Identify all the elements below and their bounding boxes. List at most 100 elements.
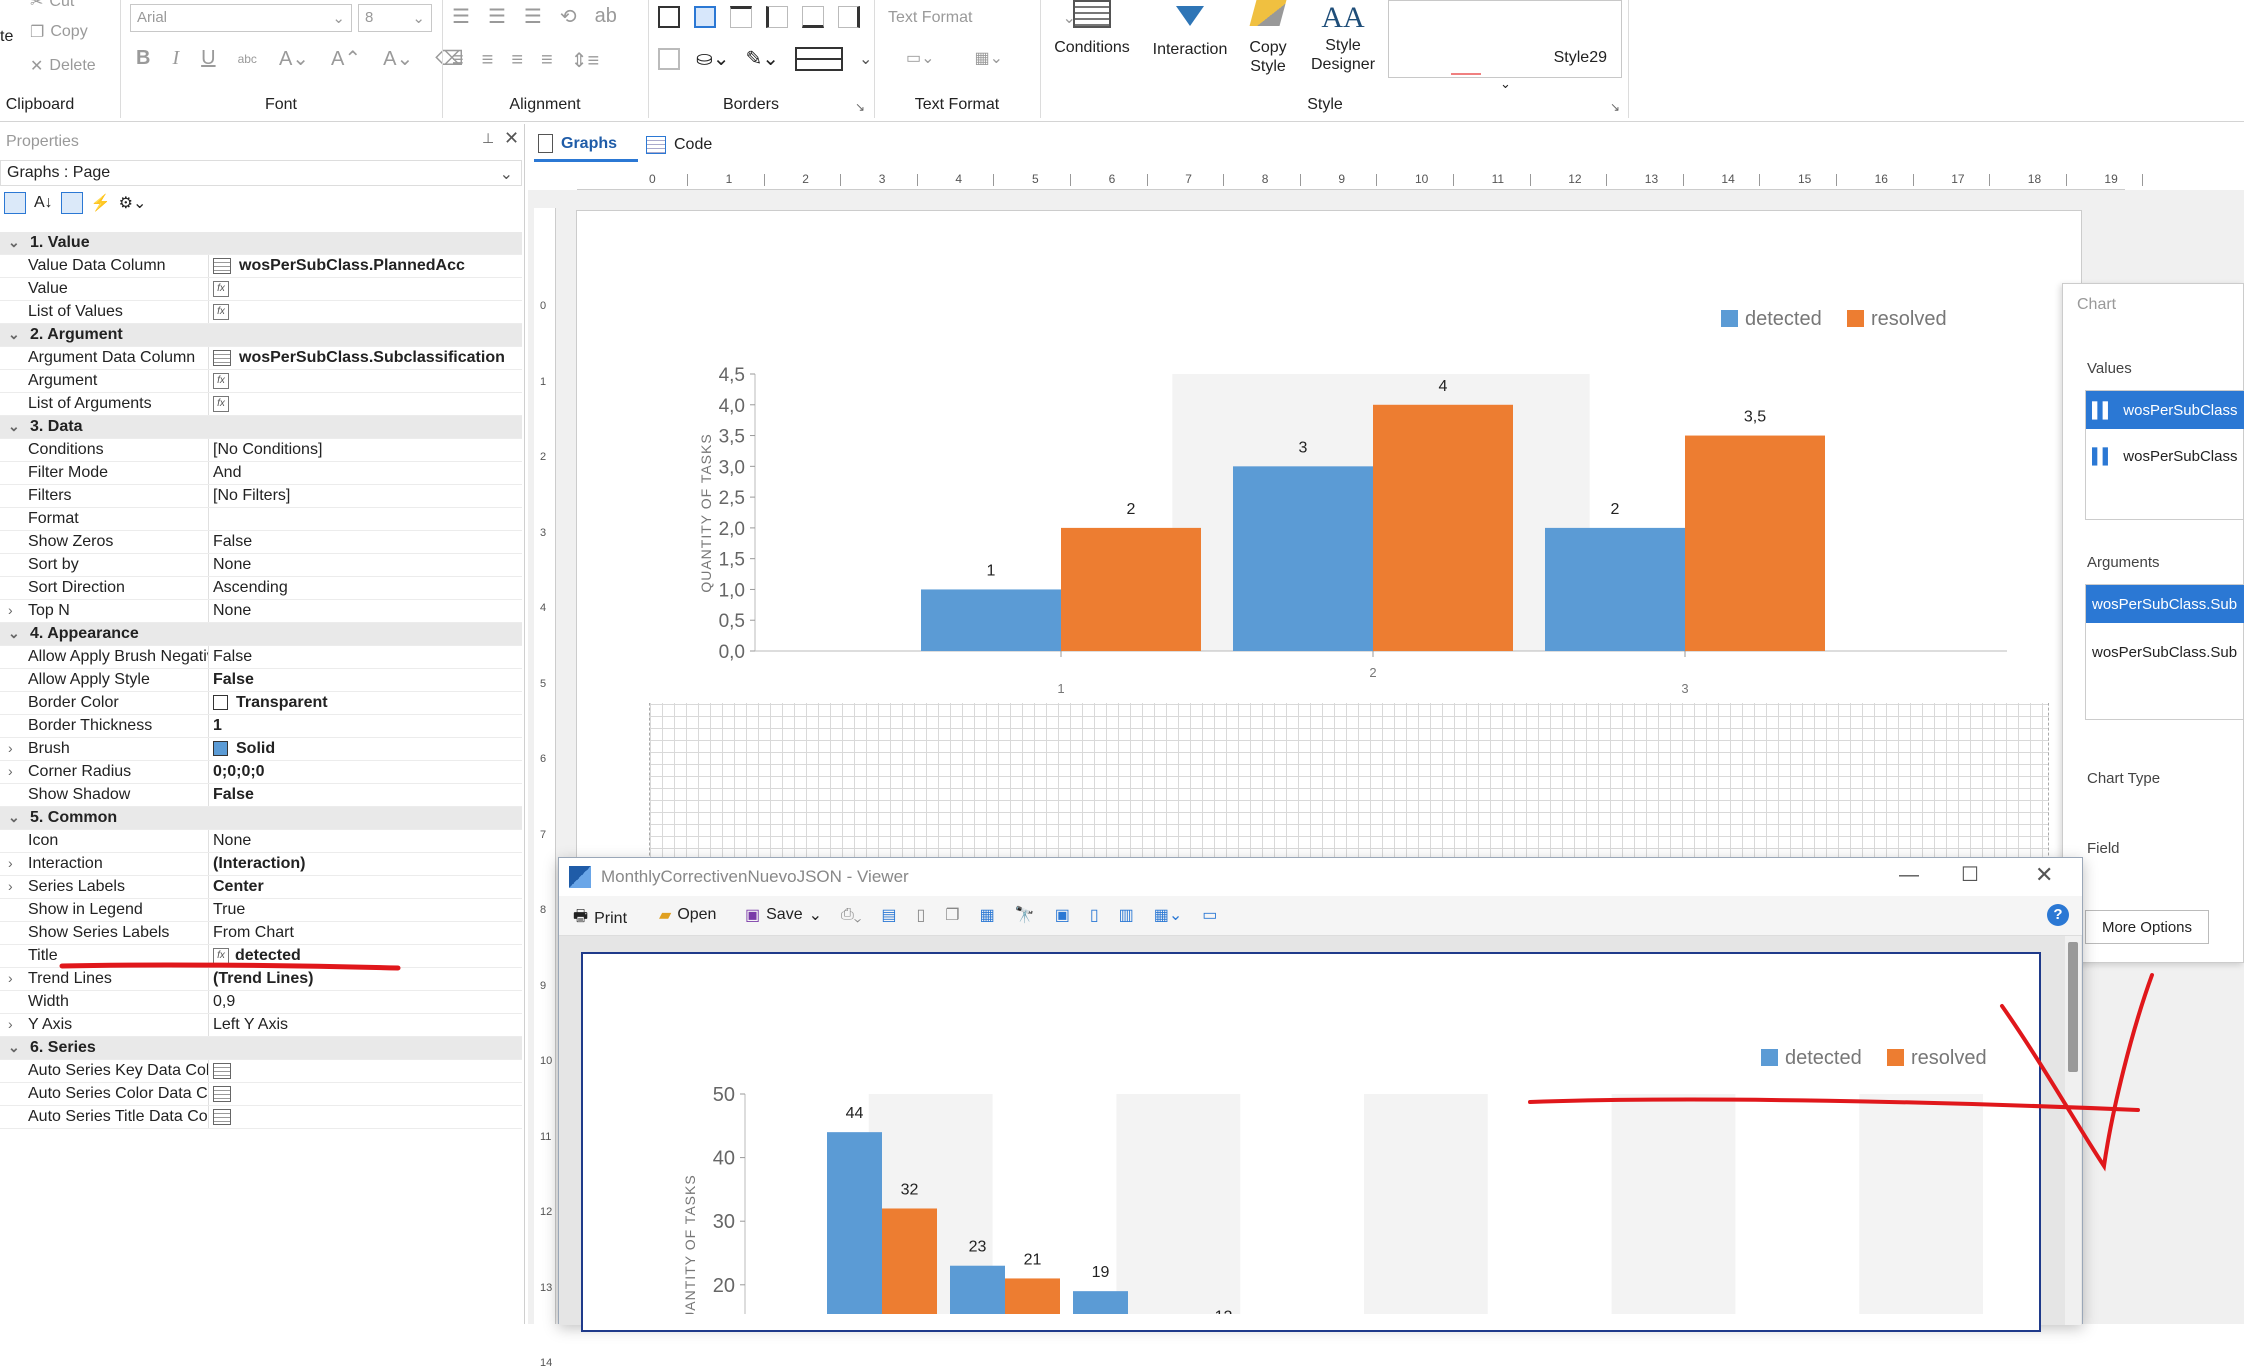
border-style-icon[interactable] [795,46,844,71]
property-value[interactable]: None [213,556,251,574]
two-pages-icon[interactable]: ▥ [1118,907,1134,924]
border-left-icon[interactable] [766,6,788,28]
single-page-icon[interactable]: ▯ [1089,907,1099,924]
open-button[interactable]: ▰ Open [659,906,717,924]
categorized-icon[interactable] [4,192,26,214]
property-row[interactable]: Sort Direction Ascending [0,577,522,600]
property-value[interactable]: [No Filters] [213,487,290,505]
expand-chevron-icon[interactable]: › [8,763,13,779]
property-value[interactable]: None [213,832,251,850]
property-row[interactable]: List of Values fx [0,301,522,324]
property-row[interactable]: Width 0,9 [0,991,522,1014]
multiple-pages-icon[interactable]: ▦⌄ [1153,907,1183,924]
events-icon[interactable]: ⚡ [90,195,111,212]
property-row[interactable]: › Top N None [0,600,522,623]
arguments-list-item[interactable]: wosPerSubClass.Sub [2086,585,2244,623]
property-value[interactable]: And [213,464,241,482]
property-row[interactable]: Border Thickness 1 [0,715,522,738]
expand-chevron-icon[interactable]: › [8,855,13,871]
wrap-text-icon[interactable]: ab [594,5,617,27]
window-close-icon[interactable]: ✕ [2035,862,2054,887]
property-row[interactable]: Show Zeros False [0,531,522,554]
shrink-font-button[interactable]: A⌄ [383,48,414,70]
property-row[interactable]: Show in Legend True [0,899,522,922]
viewer-scrollbar[interactable] [2065,936,2081,1325]
find-icon[interactable]: 🔭 [1014,907,1035,924]
maximize-icon[interactable]: ☐ [1961,864,1979,886]
property-row[interactable]: List of Arguments fx [0,393,522,416]
property-value[interactable]: False [213,533,252,551]
paste-button[interactable]: te [0,28,14,45]
property-value[interactable]: fx [213,303,235,321]
interaction-button[interactable]: Interaction [1146,0,1234,59]
bookmarks-icon[interactable]: ▤ [881,907,897,924]
font-color-button[interactable]: A⌄ [278,48,310,70]
collapse-chevron-icon[interactable]: ⌄ [8,326,20,342]
collapse-chevron-icon[interactable]: ⌄ [8,625,20,641]
property-row[interactable]: Border Color Transparent [0,692,522,715]
conditions-button[interactable]: Conditions [1050,0,1134,57]
collapse-chevron-icon[interactable]: ⌄ [8,1039,20,1055]
justify-icon[interactable]: ≡ [541,49,553,71]
collapse-chevron-icon[interactable]: ⌄ [8,234,20,250]
grow-font-button[interactable]: A⌃ [331,48,362,70]
property-category[interactable]: ⌄ 1. Value [0,232,522,255]
property-value[interactable]: Center [213,878,264,896]
fill-color-icon[interactable]: ⛀⌄ [696,48,730,70]
print-button[interactable]: 🖶 Print [573,905,627,932]
close-panel-icon[interactable]: ✕ [504,128,520,148]
property-row[interactable]: Value fx [0,278,522,301]
arguments-list-item[interactable]: wosPerSubClass.Sub [2092,643,2238,661]
border-color-icon[interactable]: ✎⌄ [745,48,780,70]
property-value[interactable]: From Chart [213,924,294,942]
property-value[interactable]: fx [213,372,235,390]
align-top-icon[interactable]: ☰ [452,6,470,28]
expand-chevron-icon[interactable]: › [8,602,13,618]
format-date-icon[interactable]: ▦⌄ [974,50,1004,67]
font-family-select[interactable]: Arial ⌄ [130,4,352,32]
collapse-chevron-icon[interactable]: ⌄ [8,809,20,825]
align-center-icon[interactable]: ≡ [481,49,494,71]
pin-icon[interactable]: ⊥ [482,130,495,146]
align-middle-icon[interactable]: ☰ [487,6,506,28]
editor-icon[interactable]: ▦ [979,907,995,924]
border-shadow-icon[interactable] [658,47,680,70]
property-category[interactable]: ⌄ 3. Data [0,416,522,439]
full-screen-icon[interactable]: ▣ [1054,907,1070,924]
style-gallery[interactable]: Style29 [1388,0,1622,78]
bold-button[interactable]: B [136,47,151,69]
property-value[interactable]: True [213,901,245,919]
property-row[interactable]: › Brush Solid [0,738,522,761]
property-value[interactable]: 1 [213,717,222,735]
border-all-icon[interactable] [658,6,680,28]
property-value[interactable]: fx [213,280,235,298]
page-setup-icon[interactable]: ▭ [1202,907,1218,924]
expand-chevron-icon[interactable]: › [8,970,13,986]
properties-tab-icon[interactable] [60,192,83,214]
property-value[interactable]: Transparent [213,694,328,712]
property-value[interactable]: None [213,602,251,620]
expand-chevron-icon[interactable]: › [8,740,13,756]
format-currency-icon[interactable]: ▭⌄ [906,50,935,67]
property-row[interactable]: › Series Labels Center [0,876,522,899]
tab-code[interactable]: Code [646,128,746,162]
property-value[interactable]: wosPerSubClass.Subclassification [213,349,505,367]
text-format-select[interactable]: Text Format ⌄ [888,9,1076,27]
align-left-icon[interactable]: ≡ [452,49,464,71]
property-row[interactable]: Conditions [No Conditions] [0,439,522,462]
property-row[interactable]: Value Data Column wosPerSubClass.PlannedA… [0,255,522,278]
thumbnails-icon[interactable]: ❐ [945,907,960,924]
save-button[interactable]: ▣ Save ⌄ [745,906,822,924]
copy-button[interactable]: ❐ Copy [30,23,88,41]
property-row[interactable]: › Interaction (Interaction) [0,853,522,876]
send-email-icon[interactable]: ⎙⌄ [841,906,862,923]
property-row[interactable]: Show Series Labels From Chart [0,922,522,945]
style-designer-button[interactable]: AA Style Designer [1302,0,1384,74]
property-value[interactable]: (Trend Lines) [213,970,313,988]
expand-chevron-icon[interactable]: › [8,878,13,894]
property-value[interactable]: 0,9 [213,993,235,1011]
border-top-icon[interactable] [730,6,752,28]
cut-button[interactable]: ✂ Cut [30,0,74,12]
property-value[interactable]: False [213,671,254,689]
scrollbar-thumb[interactable] [2068,942,2078,1072]
